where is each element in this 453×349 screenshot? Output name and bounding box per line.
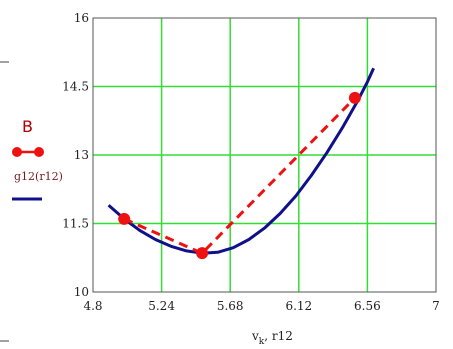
y-tick-label-2: 13 (74, 148, 89, 162)
series-g12-line (107, 67, 375, 255)
x-tick-labels: 4.8 5.24 5.68 6.12 6.56 7 (83, 299, 439, 313)
grid (93, 18, 436, 292)
legend-label-b: B (22, 117, 33, 136)
series-b-point-0 (118, 212, 131, 225)
y-tick-label-1: 11.5 (62, 217, 89, 231)
series-b-line (123, 96, 356, 255)
y-tick-label-0: 10 (74, 285, 89, 299)
legend-swatch-b-marker-1 (12, 147, 22, 157)
x-tick-label-3: 6.12 (285, 299, 312, 313)
series-layer (107, 67, 375, 260)
x-tick-label-4: 6.56 (354, 299, 381, 313)
x-axis-label-sub: k (259, 337, 265, 347)
legend-swatch-b-marker-2 (34, 147, 44, 157)
x-axis-label: vk, r12 (251, 329, 293, 347)
series-b-point-2 (348, 91, 361, 104)
y-tick-label-4: 16 (74, 11, 89, 25)
series-b-point-1 (196, 247, 209, 260)
x-tick-label-0: 4.8 (83, 299, 102, 313)
x-axis-label-main: v (251, 329, 259, 343)
x-tick-label-1: 5.24 (148, 299, 175, 313)
x-axis-label-suffix: , r12 (264, 329, 293, 343)
legend-label-g12: g12(r12) (14, 170, 63, 183)
y-tick-label-3: 14.5 (62, 80, 89, 94)
y-tick-labels: 10 11.5 13 14.5 16 (62, 11, 89, 299)
x-tick-label-5: 7 (432, 299, 440, 313)
plot-frame (92, 17, 437, 293)
x-tick-label-2: 5.68 (217, 299, 244, 313)
